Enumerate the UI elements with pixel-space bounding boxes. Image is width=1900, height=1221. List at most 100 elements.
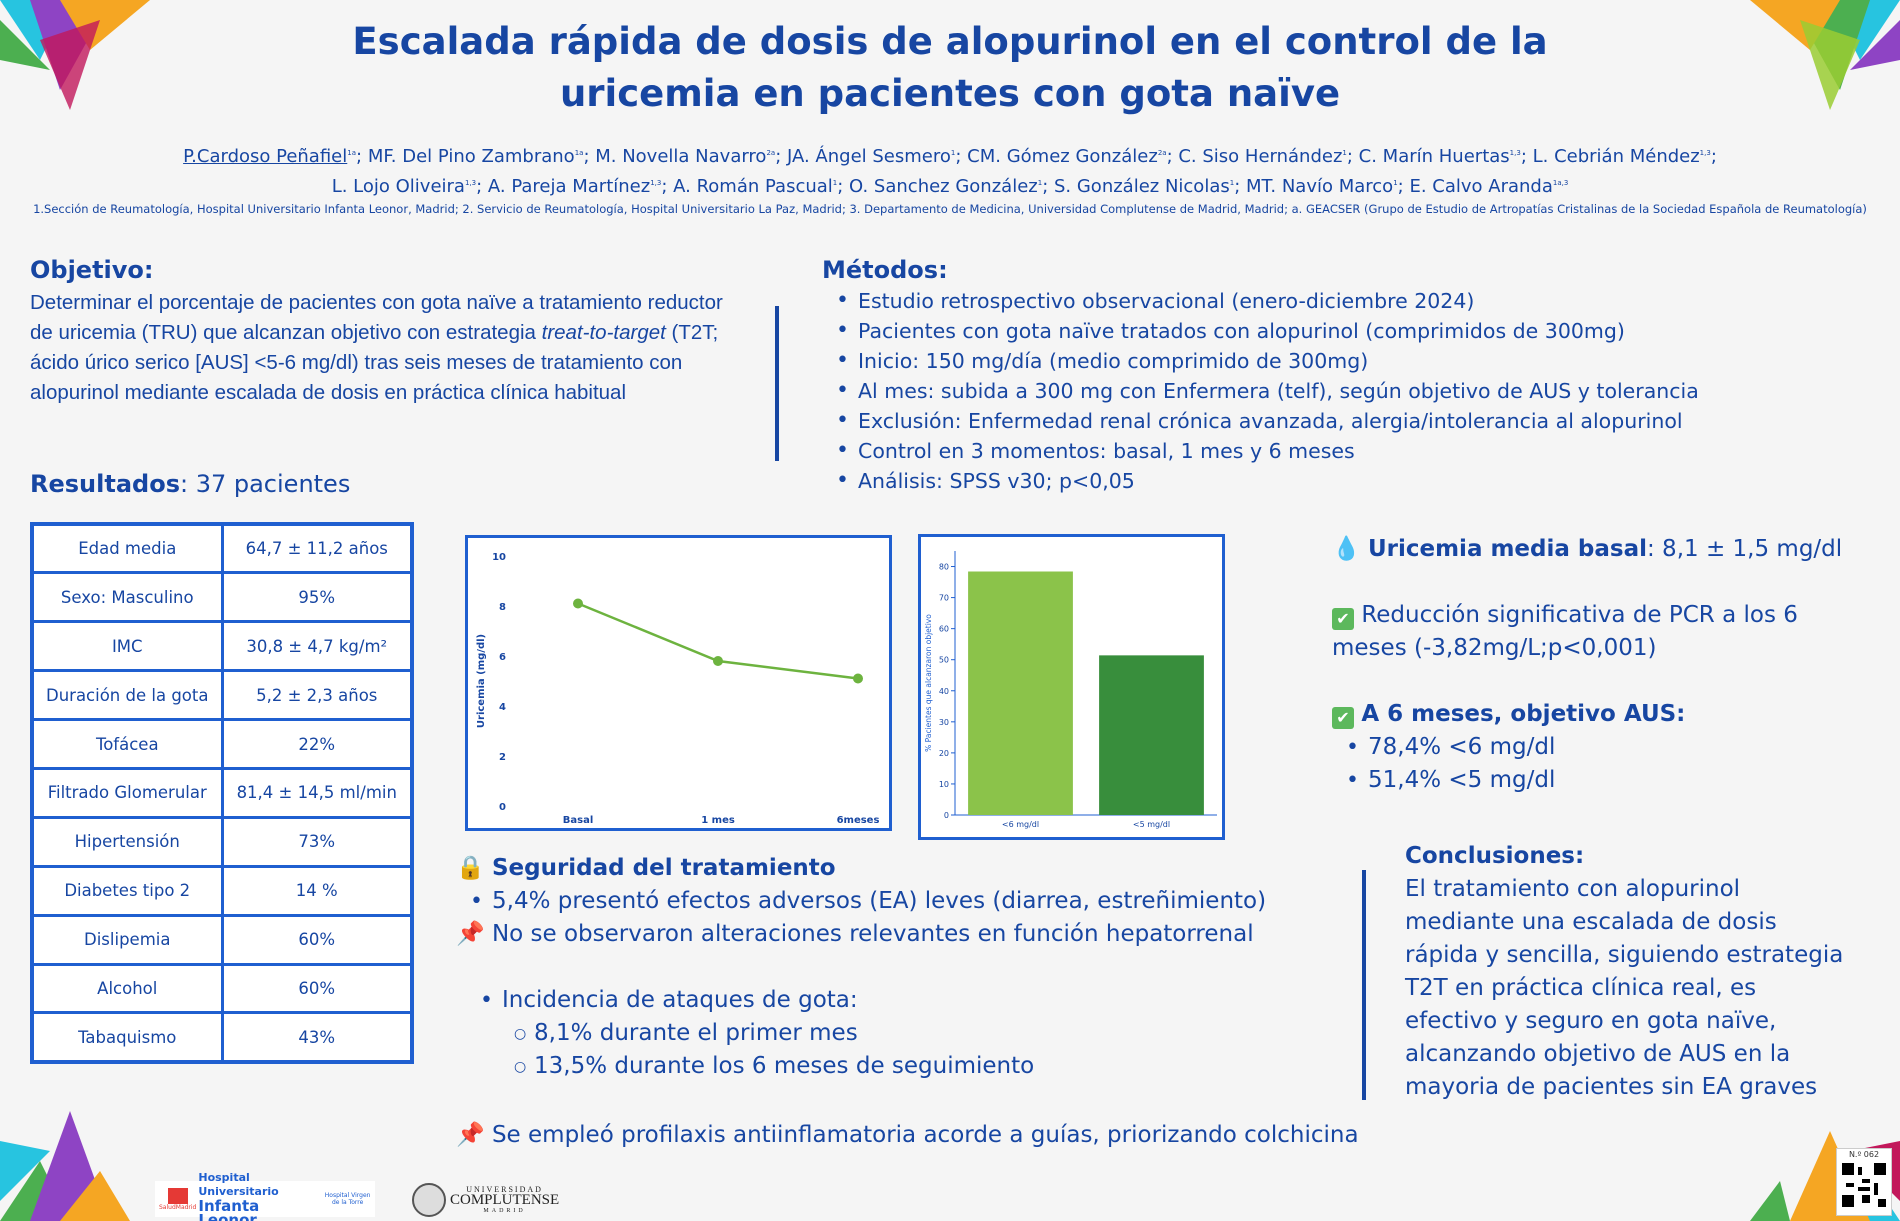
y-axis-label: Uricemia (mg/dl) <box>476 634 487 728</box>
author-name: C. Marín Huertas <box>1358 146 1510 167</box>
metodos-item: Exclusión: Enfermedad renal crónica avan… <box>822 406 1882 436</box>
author-name: M. Novella Navarro <box>595 146 767 167</box>
incidencia-item: 8,1% durante el primer mes <box>514 1017 1356 1051</box>
bar <box>968 571 1073 815</box>
incidencia-sublist: 8,1% durante el primer mes 13,5% durante… <box>514 1017 1356 1084</box>
table-row: IMC 30,8 ± 4,7 kg/m² <box>30 620 414 673</box>
metodos-item: Análisis: SPSS v30; p<0,05 <box>822 466 1882 496</box>
y-tick-label: 30 <box>939 718 949 727</box>
table-cell-value: 30,8 ± 4,7 kg/m² <box>220 620 414 673</box>
table-cell-label: Alcohol <box>30 962 224 1015</box>
author-name: E. Calvo Aranda <box>1409 176 1553 197</box>
table-cell-value: 5,2 ± 2,3 años <box>220 669 414 722</box>
author-sup: 1 <box>832 179 838 187</box>
y-tick-label: 8 <box>499 602 506 613</box>
seguridad-section: 🔒 Seguridad del tratamiento 5,4% present… <box>456 852 1356 1084</box>
check-icon: ✔ <box>1332 608 1354 630</box>
bar-chart-svg: 0 10 20 30 40 50 60 70 80 % Pacientes que alcanza… <box>924 551 1217 829</box>
objetivo-heading: Objetivo: <box>30 256 154 284</box>
incidencia-list: Incidencia de ataques de gota: <box>466 984 1356 1017</box>
pcr-result: ✔ Reducción significativa de PCR a los 6… <box>1332 599 1852 665</box>
table-cell-label: Diabetes tipo 2 <box>30 864 224 917</box>
saludmadrid-text: SaludMadrid <box>159 1203 197 1211</box>
metodos-list: Estudio retrospectivo observacional (ene… <box>822 286 1882 496</box>
metodos-item: Pacientes con gota naïve tratados con al… <box>822 316 1882 346</box>
ucm-bottom: MADRID <box>483 1207 526 1214</box>
profilaxis-note: 📌 Se empleó profilaxis antiinflamatoria … <box>456 1119 1359 1152</box>
author-name: A. Román Pascual <box>673 176 833 197</box>
author-name: CM. Gómez González <box>967 146 1158 167</box>
y-tick-label: 0 <box>944 811 949 820</box>
y-tick-label: 20 <box>939 749 949 758</box>
author-name: C. Siso Hernández <box>1178 146 1343 167</box>
objetivo-bar-chart: 0 10 20 30 40 50 60 70 80 % Pacientes que alcanza… <box>918 534 1225 840</box>
uricemia-basal-value: : 8,1 ± 1,5 mg/dl <box>1647 536 1843 562</box>
author-sup: 1 <box>1342 149 1347 157</box>
uricemia-basal: 💧 Uricemia media basal: 8,1 ± 1,5 mg/dl <box>1332 533 1852 566</box>
author-sup: 1a <box>347 149 357 157</box>
qr-code: N.º 062 <box>1836 1148 1892 1216</box>
metodos-item: Inicio: 150 mg/día (medio comprimido de … <box>822 346 1882 376</box>
ucm-top: UNIVERSIDAD <box>466 1184 543 1194</box>
table-cell-label: IMC <box>30 620 224 673</box>
y-tick-label: 80 <box>939 563 949 572</box>
ucm-logo: UNIVERSIDAD COMPLUTENSE MADRID <box>412 1181 572 1219</box>
table-cell-value: 14 % <box>220 864 414 917</box>
table-cell-value: 43% <box>220 1011 414 1064</box>
hepatorrenal-text: No se observaron alteraciones relevantes… <box>491 921 1254 947</box>
affiliations: 1.Sección de Reumatología, Hospital Univ… <box>33 202 1867 216</box>
x-tick-label: <6 mg/dl <box>1002 820 1039 829</box>
y-tick-label: 4 <box>499 702 506 713</box>
right-results: 💧 Uricemia media basal: 8,1 ± 1,5 mg/dl … <box>1332 533 1852 797</box>
x-tick-label: <5 mg/dl <box>1133 820 1170 829</box>
resultados-heading: Resultados: 37 pacientes <box>30 470 350 498</box>
author-name: MT. Navío Marco <box>1246 176 1394 197</box>
profilaxis-text: Se empleó profilaxis antiinflamatoria ac… <box>491 1122 1359 1148</box>
table-cell-value: 81,4 ± 14,5 ml/min <box>220 766 414 819</box>
y-tick-label: 60 <box>939 625 949 634</box>
table-cell-label: Hipertensión <box>30 815 224 868</box>
table-cell-value: 95% <box>220 571 414 624</box>
title-line-1: Escalada rápida de dosis de alopurinol e… <box>352 20 1548 63</box>
objetivo-text-part1: Determinar el porcentaje de pacientes co… <box>30 291 723 344</box>
table-cell-label: Tabaquismo <box>30 1011 224 1064</box>
table-cell-value: 73% <box>220 815 414 868</box>
x-tick-label: 6meses <box>837 815 880 826</box>
author-name: S. González Nicolas <box>1053 176 1230 197</box>
author-name: P.Cardoso Peñafiel <box>183 146 348 167</box>
poster-title: Escalada rápida de dosis de alopurinol e… <box>300 16 1600 120</box>
author-sup: 2a <box>1157 149 1167 157</box>
table-row: Dislipemia 60% <box>30 913 414 966</box>
decorative-corner-bottom-left <box>0 1111 130 1221</box>
table-row: Tabaquismo 43% <box>30 1011 414 1064</box>
author-sup: 1a <box>574 149 584 157</box>
saludmadrid-mark <box>167 1187 188 1204</box>
lock-icon: 🔒 <box>456 855 485 881</box>
uricemia-basal-label: Uricemia media basal <box>1367 536 1647 562</box>
resultados-count: : 37 pacientes <box>179 470 351 498</box>
table-row: Hipertensión 73% <box>30 815 414 868</box>
metodos-item: Control en 3 momentos: basal, 1 mes y 6 … <box>822 436 1882 466</box>
metodos-section: Métodos: Estudio retrospectivo observaci… <box>822 256 1882 496</box>
metodos-heading: Métodos: <box>822 256 948 284</box>
qr-code-icon <box>1842 1163 1886 1207</box>
author-name: L. Lojo Oliveira <box>331 176 465 197</box>
incidencia-item-text: 13,5% durante los 6 meses de seguimiento <box>534 1053 1035 1079</box>
author-sup: 1a,3 <box>1552 179 1569 187</box>
table-row: Sexo: Masculino 95% <box>30 571 414 624</box>
y-tick-label: 50 <box>939 656 949 665</box>
pushpin-icon: 📌 <box>456 921 485 947</box>
objetivo-text-part2: (T2T; ácido úrico serico [AUS] <5-6 mg/d… <box>30 321 719 404</box>
table-row: Tofácea 22% <box>30 718 414 770</box>
line-chart-svg: 0 2 4 6 8 10 Basal 1 mes 6meses Uricemia (mg/dl) <box>476 552 880 826</box>
table-row: Edad media 64,7 ± 11,2 años <box>30 522 414 575</box>
y-tick-label: 0 <box>499 802 506 813</box>
bar <box>1099 655 1204 815</box>
author-sup: 1,3 <box>650 179 662 187</box>
aus-heading-text: A 6 meses, objetivo AUS: <box>1361 701 1686 727</box>
hepatorrenal-note: 📌 No se observaron alteraciones relevant… <box>456 918 1356 951</box>
table-row: Duración de la gota 5,2 ± 2,3 años <box>30 669 414 722</box>
pushpin-icon: 📌 <box>456 1122 485 1148</box>
y-tick-label: 10 <box>492 552 506 563</box>
data-point <box>853 673 863 684</box>
